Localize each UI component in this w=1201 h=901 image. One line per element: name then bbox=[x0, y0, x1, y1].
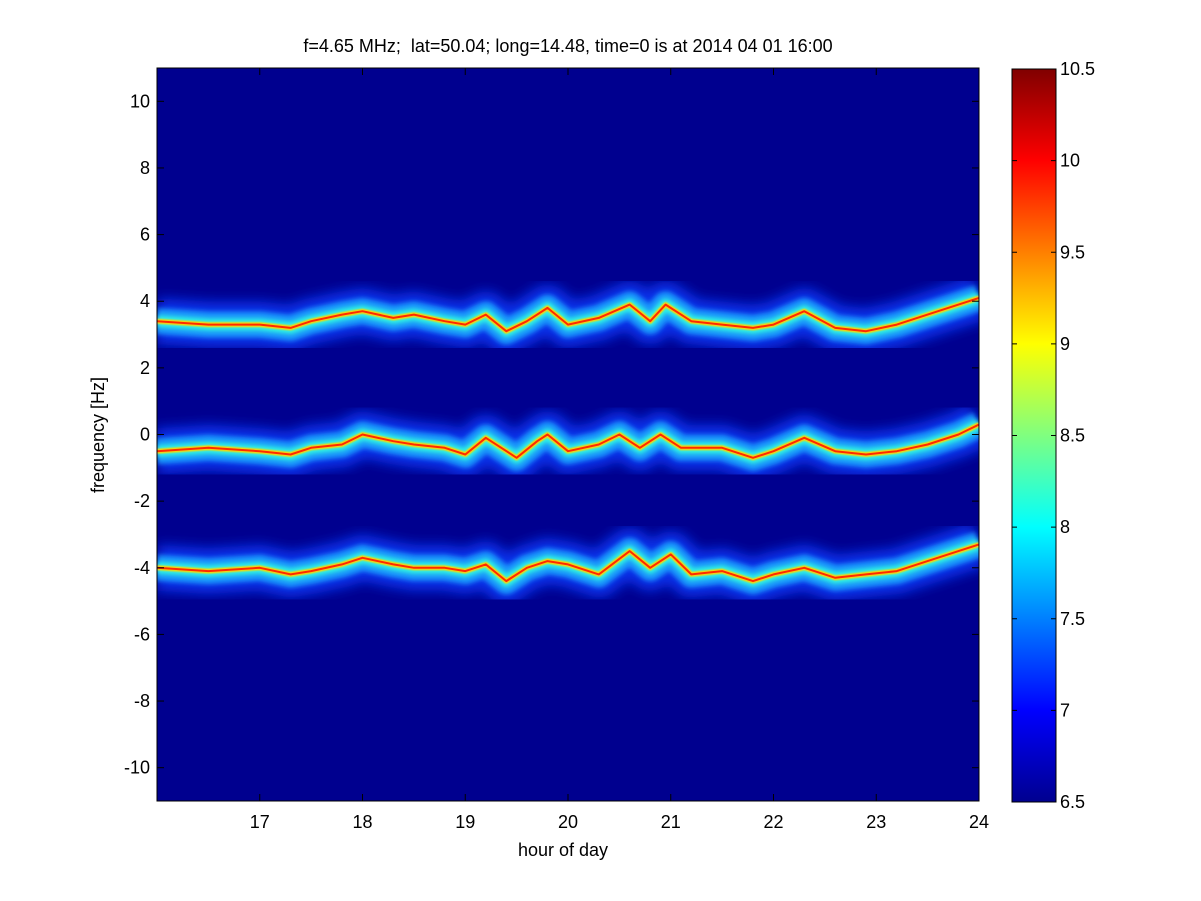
band-ridge bbox=[157, 296, 979, 333]
y-tick-label: -2 bbox=[134, 491, 150, 511]
x-axis-label: hour of day bbox=[518, 840, 608, 860]
colorbar-tick-label: 6.5 bbox=[1060, 792, 1085, 812]
spectral-bands bbox=[157, 276, 979, 605]
band-ridge bbox=[157, 423, 979, 459]
colorbar-gradient bbox=[1011, 68, 1057, 803]
x-tick-label: 19 bbox=[455, 812, 475, 832]
y-tick-label: -8 bbox=[134, 691, 150, 711]
y-tick-label: 0 bbox=[140, 425, 150, 445]
y-tick-label: 6 bbox=[140, 225, 150, 245]
y-tick-label: -10 bbox=[124, 758, 150, 778]
x-tick-label: 17 bbox=[250, 812, 270, 832]
colorbar: 10.5 10 9.5 9 8.5 8 7.5 7 6.5 bbox=[1011, 59, 1095, 812]
band-3 bbox=[157, 522, 979, 605]
colorbar-ticks: 10.5 10 9.5 9 8.5 8 7.5 7 6.5 bbox=[1012, 59, 1095, 812]
band-2 bbox=[157, 403, 979, 481]
colorbar-tick-label: 8 bbox=[1060, 517, 1070, 537]
x-tick-label: 23 bbox=[866, 812, 886, 832]
y-tick-label: -4 bbox=[134, 558, 150, 578]
y-tick-label: 4 bbox=[140, 291, 150, 311]
x-tick-label: 18 bbox=[352, 812, 372, 832]
y-tick-label: 8 bbox=[140, 158, 150, 178]
y-tick-label: 2 bbox=[140, 358, 150, 378]
colorbar-tick-label: 7 bbox=[1060, 700, 1070, 720]
band-1 bbox=[157, 276, 979, 355]
x-axis-ticks: 17 18 19 20 21 22 23 24 bbox=[250, 68, 989, 832]
colorbar-tick-label: 8.5 bbox=[1060, 426, 1085, 446]
y-tick-label: 10 bbox=[130, 91, 150, 111]
colorbar-tick-label: 9.5 bbox=[1060, 242, 1085, 262]
colorbar-tick-label: 10.5 bbox=[1060, 59, 1095, 79]
colorbar-tick-label: 9 bbox=[1060, 334, 1070, 354]
x-tick-label: 24 bbox=[969, 812, 989, 832]
x-tick-label: 20 bbox=[558, 812, 578, 832]
chart-title: f=4.65 MHz; lat=50.04; long=14.48, time=… bbox=[303, 36, 832, 56]
y-tick-label: -6 bbox=[134, 624, 150, 644]
colorbar-tick-label: 7.5 bbox=[1060, 609, 1085, 629]
y-axis-ticks: 10 8 6 4 2 0 -2 -4 -6 -8 -10 bbox=[124, 91, 979, 778]
x-tick-label: 22 bbox=[763, 812, 783, 832]
y-axis-label: frequency [Hz] bbox=[88, 377, 108, 493]
colorbar-tick-label: 10 bbox=[1060, 151, 1080, 171]
x-tick-label: 21 bbox=[661, 812, 681, 832]
band-ridge bbox=[157, 543, 979, 583]
